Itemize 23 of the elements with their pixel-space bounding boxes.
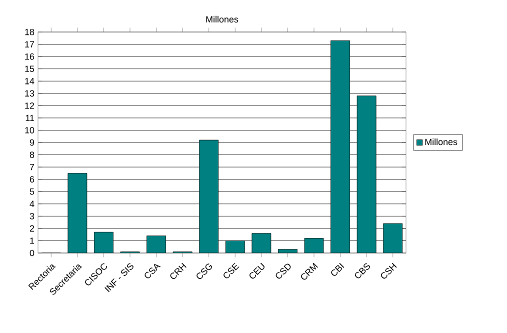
y-tick-label: 13 [25, 90, 34, 97]
y-tick-label: 14 [25, 78, 34, 84]
y-tick-label: 4 [30, 200, 34, 207]
y-tick-label: 6 [30, 176, 34, 183]
y-tick-label: 5 [30, 188, 34, 195]
y-tick-label: 8 [30, 152, 34, 158]
x-tick-label: CSA [144, 264, 161, 278]
y-tick-label: 18 [25, 28, 34, 36]
chart-title: Millones [206, 16, 238, 23]
x-tick-label: CBI [331, 262, 344, 276]
y-tick-label: 11 [26, 114, 34, 122]
y-tick-label: 2 [30, 225, 34, 232]
y-tick-label: 16 [25, 53, 34, 60]
y-tick-label: 17 [25, 41, 34, 48]
y-tick-label: 9 [30, 139, 34, 146]
y-tick-label: 1 [30, 238, 34, 244]
y-tick-label: 3 [30, 212, 34, 220]
y-tick-label: 10 [25, 127, 34, 134]
y-tick-label: 12 [25, 102, 34, 109]
y-tick-label: 0 [30, 250, 34, 256]
legend-label: Millones [425, 138, 458, 146]
y-tick-label: 7 [30, 164, 34, 170]
y-tick-label: 15 [25, 66, 34, 72]
